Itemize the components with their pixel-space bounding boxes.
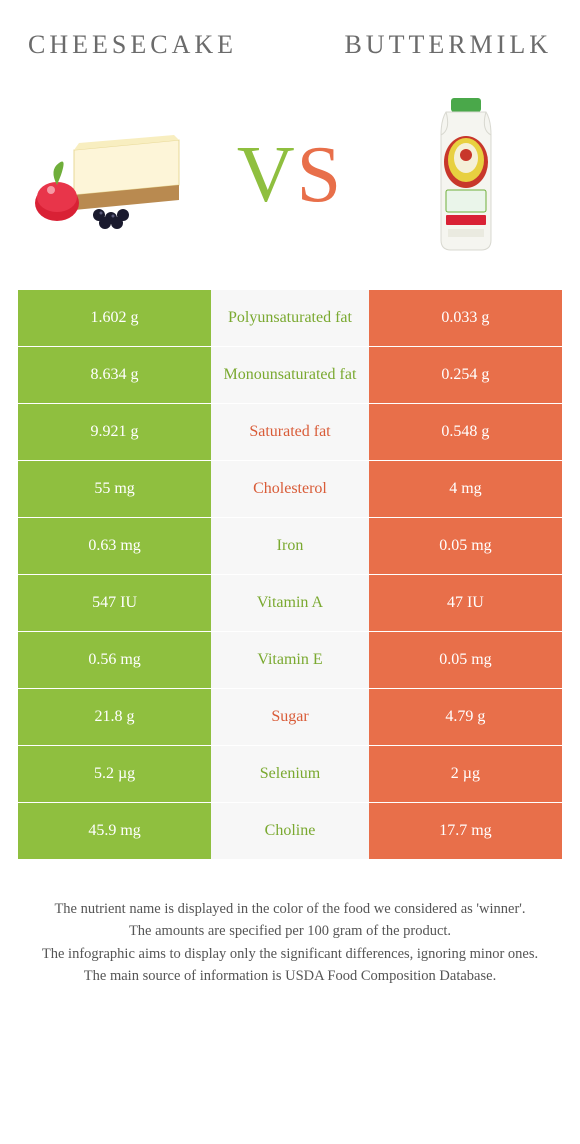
footnote-line: The main source of information is USDA F… xyxy=(24,966,556,986)
cell-nutrient-label: Saturated fat xyxy=(211,404,369,460)
footnote-line: The infographic aims to display only the… xyxy=(24,944,556,964)
cell-nutrient-label: Vitamin E xyxy=(211,632,369,688)
cell-right-value: 0.254 g xyxy=(369,347,562,403)
table-row: 0.56 mgVitamin E0.05 mg xyxy=(18,632,562,688)
vs-v: V xyxy=(237,131,297,219)
title-right: Buttermilk xyxy=(344,30,552,60)
cell-nutrient-label: Polyunsaturated fat xyxy=(211,290,369,346)
cell-left-value: 547 IU xyxy=(18,575,211,631)
comparison-table: 1.602 gPolyunsaturated fat0.033 g8.634 g… xyxy=(18,290,562,859)
table-row: 21.8 gSugar4.79 g xyxy=(18,689,562,745)
footnote-line: The amounts are specified per 100 gram o… xyxy=(24,921,556,941)
vs-s: S xyxy=(297,131,344,219)
cell-left-value: 5.2 µg xyxy=(18,746,211,802)
cell-left-value: 45.9 mg xyxy=(18,803,211,859)
cheesecake-image xyxy=(24,90,204,260)
cell-nutrient-label: Monounsaturated fat xyxy=(211,347,369,403)
cell-right-value: 4.79 g xyxy=(369,689,562,745)
cell-left-value: 0.56 mg xyxy=(18,632,211,688)
cell-left-value: 8.634 g xyxy=(18,347,211,403)
table-row: 5.2 µgSelenium2 µg xyxy=(18,746,562,802)
cell-left-value: 21.8 g xyxy=(18,689,211,745)
cell-right-value: 0.05 mg xyxy=(369,632,562,688)
footnote-line: The nutrient name is displayed in the co… xyxy=(24,899,556,919)
cell-nutrient-label: Sugar xyxy=(211,689,369,745)
buttermilk-icon xyxy=(416,90,516,260)
vs-label: VS xyxy=(237,130,343,221)
cell-right-value: 17.7 mg xyxy=(369,803,562,859)
image-row: VS xyxy=(18,80,562,290)
table-row: 8.634 gMonounsaturated fat0.254 g xyxy=(18,347,562,403)
cell-nutrient-label: Vitamin A xyxy=(211,575,369,631)
cell-right-value: 0.548 g xyxy=(369,404,562,460)
header: Cheesecake Buttermilk xyxy=(18,24,562,80)
cell-right-value: 0.05 mg xyxy=(369,518,562,574)
cell-nutrient-label: Choline xyxy=(211,803,369,859)
cell-left-value: 55 mg xyxy=(18,461,211,517)
cell-left-value: 1.602 g xyxy=(18,290,211,346)
cell-left-value: 9.921 g xyxy=(18,404,211,460)
cheesecake-icon xyxy=(29,115,199,235)
footnotes: The nutrient name is displayed in the co… xyxy=(18,899,562,986)
table-row: 9.921 gSaturated fat0.548 g xyxy=(18,404,562,460)
cell-left-value: 0.63 mg xyxy=(18,518,211,574)
table-row: 547 IUVitamin A47 IU xyxy=(18,575,562,631)
cell-nutrient-label: Cholesterol xyxy=(211,461,369,517)
table-row: 1.602 gPolyunsaturated fat0.033 g xyxy=(18,290,562,346)
cell-nutrient-label: Selenium xyxy=(211,746,369,802)
cell-right-value: 47 IU xyxy=(369,575,562,631)
table-row: 45.9 mgCholine17.7 mg xyxy=(18,803,562,859)
table-row: 55 mgCholesterol4 mg xyxy=(18,461,562,517)
cell-right-value: 2 µg xyxy=(369,746,562,802)
title-left: Cheesecake xyxy=(28,30,237,60)
table-row: 0.63 mgIron0.05 mg xyxy=(18,518,562,574)
cell-nutrient-label: Iron xyxy=(211,518,369,574)
buttermilk-image xyxy=(376,90,556,260)
cell-right-value: 4 mg xyxy=(369,461,562,517)
cell-right-value: 0.033 g xyxy=(369,290,562,346)
